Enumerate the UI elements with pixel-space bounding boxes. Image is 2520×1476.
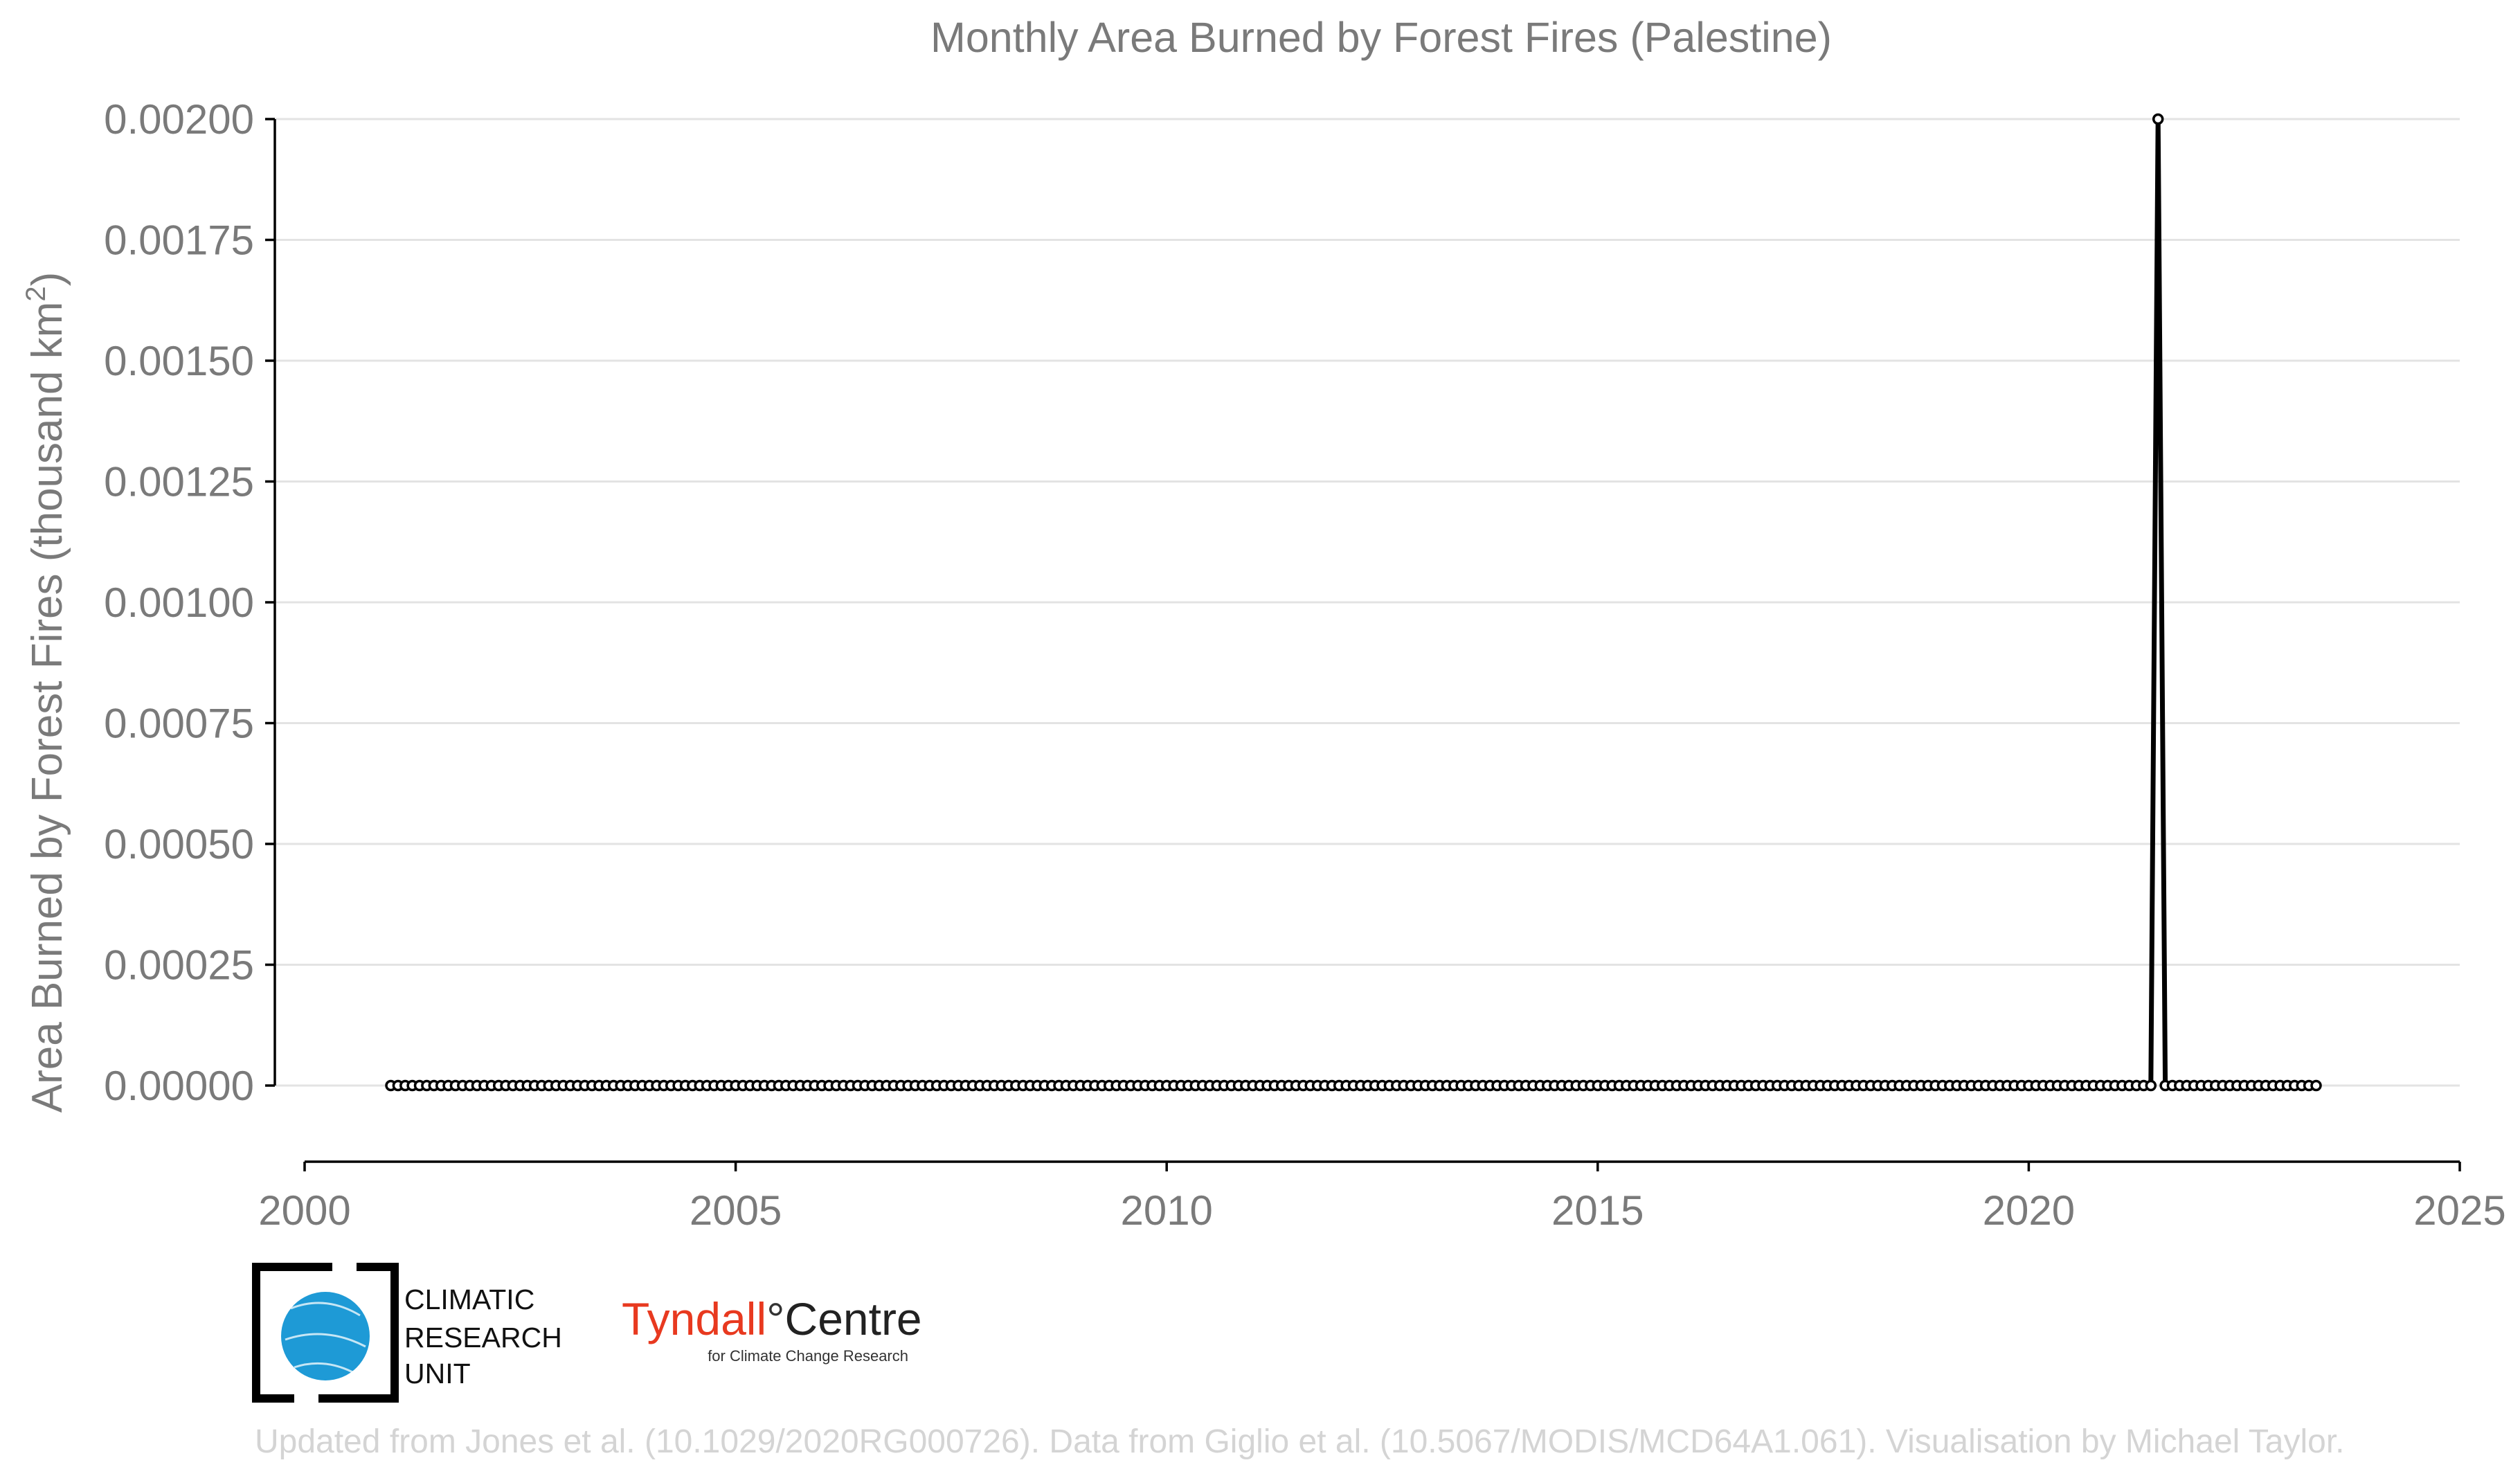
tyndall-degree: ° xyxy=(766,1293,784,1344)
x-tick-label: 2010 xyxy=(1120,1187,1212,1234)
x-axis: 2000 2005 2010 2015 2020 2025 xyxy=(258,1160,2506,1234)
gridlines xyxy=(275,118,2460,1087)
x-tick-label: 2000 xyxy=(258,1187,350,1234)
globe-contour xyxy=(285,1302,366,1376)
y-axis-title-superscript: 2 xyxy=(21,286,51,301)
globe-icon xyxy=(281,1292,370,1380)
x-tick-label: 2025 xyxy=(2413,1187,2505,1234)
y-tick-label: 0.00075 xyxy=(104,701,254,747)
y-tick-label: 0.00050 xyxy=(104,821,254,867)
x-tick-label: 2020 xyxy=(1983,1187,2075,1234)
x-tick-label: 2015 xyxy=(1551,1187,1644,1234)
y-axis-title: Area Burned by Forest Fires (thousand km… xyxy=(21,272,71,1113)
y-tick-label: 0.00125 xyxy=(104,459,254,505)
y-tick-label: 0.00200 xyxy=(104,96,254,143)
cru-bracket-right xyxy=(318,1263,399,1403)
x-tick-label: 2005 xyxy=(690,1187,782,1234)
svg-text:Tyndall°Centre: Tyndall°Centre xyxy=(622,1293,922,1344)
cru-bracket-left xyxy=(252,1263,332,1403)
tyndall-subtitle: for Climate Change Research xyxy=(708,1347,908,1365)
y-axis-title-close: ) xyxy=(24,272,71,287)
cru-line-1: CLIMATIC xyxy=(404,1284,534,1315)
data-point xyxy=(2145,1079,2157,1092)
cru-line-2: RESEARCH xyxy=(404,1322,562,1353)
series-monthly-area xyxy=(385,113,2322,1092)
credit-line: Updated from Jones et al. (10.1029/2020R… xyxy=(255,1423,2345,1460)
y-tick-label: 0.00150 xyxy=(104,338,254,384)
y-tick-label: 0.00175 xyxy=(104,217,254,264)
data-point xyxy=(2310,1079,2322,1092)
y-tick-label: 0.00000 xyxy=(104,1063,254,1109)
centre-word: Centre xyxy=(785,1293,922,1344)
tyndall-logo: Tyndall°Centre for Climate Change Resear… xyxy=(622,1293,922,1365)
data-point xyxy=(2152,113,2164,125)
tyndall-word: Tyndall xyxy=(622,1293,766,1344)
cru-line-3: UNIT xyxy=(404,1358,471,1389)
chart-title: Monthly Area Burned by Forest Fires (Pal… xyxy=(930,14,1832,61)
y-tick-label: 0.00100 xyxy=(104,579,254,626)
y-axis: 0.00000 0.00025 0.00050 0.00075 0.00100 0.001… xyxy=(104,96,276,1109)
y-tick-label: 0.00025 xyxy=(104,942,254,989)
cru-logo: CLIMATIC RESEARCH UNIT xyxy=(252,1263,562,1403)
y-axis-title-text: Area Burned by Forest Fires (thousand km xyxy=(24,302,71,1113)
